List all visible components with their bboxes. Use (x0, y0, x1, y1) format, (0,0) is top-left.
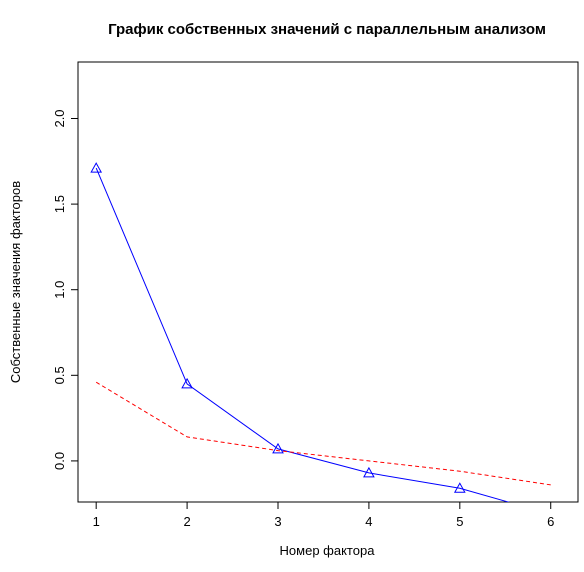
series-1-point (181, 377, 193, 389)
x-axis-label: Номер фактора (280, 543, 376, 558)
y-tick-label: 0.5 (52, 366, 67, 384)
x-axis: 1 2 3 4 5 6 (93, 502, 554, 529)
x-tick-label: 2 (183, 514, 190, 529)
series-1-point (90, 162, 103, 173)
y-axis-label: Собственные значения факторов (8, 181, 23, 383)
y-tick-label: 0.0 (52, 452, 67, 470)
plot-area-frame (77, 61, 579, 503)
y-tick-label: 1.5 (52, 195, 67, 213)
series-layer (90, 162, 551, 502)
y-tick-label: 1.0 (52, 281, 67, 299)
y-tick-label: 2.0 (52, 109, 67, 127)
series-1-point (453, 482, 466, 493)
x-tick-label: 1 (93, 514, 100, 529)
x-tick-label: 3 (274, 514, 281, 529)
series-2-line (95, 381, 551, 486)
series-1-point (363, 466, 375, 478)
x-tick-label: 6 (547, 514, 554, 529)
series-1-line (95, 167, 511, 502)
series-1-point (272, 442, 284, 454)
chart-title: График собственных значений с параллельн… (108, 21, 546, 38)
x-tick-label: 5 (456, 514, 463, 529)
y-axis: 0.0 0.5 1.0 1.5 2.0 (52, 109, 78, 470)
x-tick-label: 4 (365, 514, 372, 529)
